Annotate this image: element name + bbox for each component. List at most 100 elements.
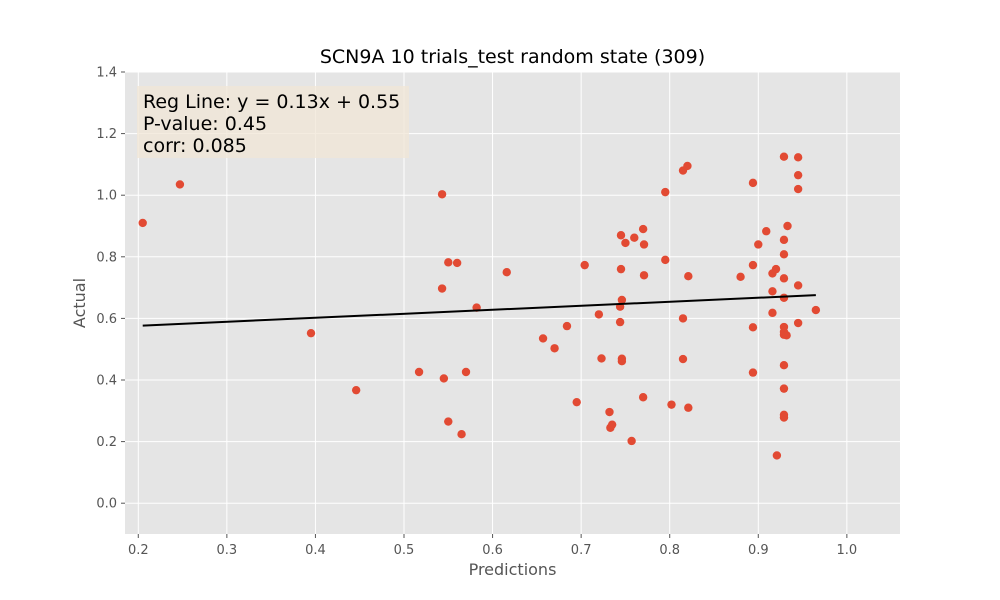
y-tick-label: 0.0 [96,497,117,512]
scatter-point [414,367,424,377]
scatter-point [779,274,789,283]
x-tick-label: 0.3 [217,543,238,558]
scatter-point [772,451,782,460]
scatter-point [616,231,626,240]
scatter-point [175,180,185,189]
scatter-point [779,293,789,302]
y-tick-label: 0.2 [96,435,117,450]
x-tick-label: 0.6 [482,543,503,558]
scatter-point [605,407,614,417]
scatter-point [768,287,777,296]
scatter-point [452,258,462,268]
scatter-point [351,385,361,395]
scatter-point [437,190,447,199]
scatter-point [617,357,627,366]
scatter-point [607,420,617,429]
scatter-point [138,218,147,228]
scatter-point [538,334,548,343]
scatter-point [661,187,670,197]
annotation-box: Reg Line: y = 0.13x + 0.55 P-value: 0.45… [137,86,409,158]
x-tick-label: 0.2 [128,543,149,558]
scatter-point [793,170,803,180]
scatter-point [793,281,803,290]
scatter-point [617,295,627,305]
y-tick-label: 0.4 [96,374,117,389]
scatter-point [594,310,604,319]
scatter-point [444,417,453,426]
y-axis-label: Actual [70,278,89,328]
scatter-point [782,331,791,340]
scatter-point [779,413,789,422]
scatter-point [580,260,589,270]
chart-title: SCN9A 10 trials_test random state (309) [320,46,705,68]
scatter-point [615,317,625,327]
annotation-correlation: corr: 0.085 [143,135,247,157]
x-axis-ticks: 0.2 0.3 0.4 0.5 0.6 0.7 0.8 0.9 1.0 [128,534,857,558]
scatter-point [461,367,471,377]
scatter-point [621,238,630,248]
scatter-point [793,318,803,328]
scatter-point [783,221,792,231]
x-axis-label: Predictions [469,560,557,579]
scatter-point [630,233,639,242]
scatter-point [683,161,692,171]
scatter-point [779,250,789,259]
y-axis-ticks: 0.0 0.2 0.4 0.6 0.8 1.0 1.2 1.4 [96,66,125,512]
scatter-points [138,152,821,460]
scatter-point [793,184,803,194]
scatter-point [779,235,789,245]
scatter-point [779,384,789,393]
annotation-regression-line: Reg Line: y = 0.13x + 0.55 [143,91,400,113]
x-tick-label: 0.5 [394,543,415,558]
x-tick-label: 0.8 [659,543,680,558]
scatter-point [572,397,581,407]
scatter-point [562,321,572,331]
scatter-point [779,152,789,161]
scatter-point [444,258,453,267]
scatter-point [457,430,466,439]
scatter-point [638,224,648,234]
scatter-point [306,328,316,338]
scatter-point [748,368,758,377]
scatter-point [684,403,693,412]
scatter-point [768,308,777,318]
scatter-point [550,344,559,353]
scatter-point [811,305,821,315]
scatter-point [639,240,649,249]
y-tick-label: 1.2 [96,127,117,142]
scatter-point [754,240,763,249]
scatter-point [502,268,511,277]
scatter-point [771,264,781,274]
scatter-point [684,272,693,281]
regression-line [142,294,816,327]
scatter-point [748,260,758,270]
y-tick-label: 1.0 [96,189,117,204]
scatter-point [639,271,649,280]
scatter-point [678,314,688,323]
y-tick-label: 0.6 [96,312,117,327]
x-tick-label: 1.0 [837,543,858,558]
scatter-point [793,153,803,162]
scatter-point [638,393,648,402]
x-tick-label: 0.4 [305,543,326,558]
scatter-point [779,361,789,370]
scatter-point [748,178,758,188]
scatter-point [762,227,771,236]
x-tick-label: 0.9 [748,543,769,558]
annotation-p-value: P-value: 0.45 [143,113,267,135]
scatter-point [437,284,447,293]
scatter-point [439,374,449,383]
scatter-point [667,400,676,409]
scatter-point [661,255,670,265]
scatter-point [616,264,626,274]
annotation-background [137,86,409,158]
scatter-point [736,272,745,282]
scatter-point [627,436,636,446]
y-tick-label: 1.4 [96,66,117,81]
y-tick-label: 0.8 [96,250,117,265]
scatter-point [597,354,606,363]
x-tick-label: 0.7 [571,543,592,558]
scatter-point [748,323,758,332]
